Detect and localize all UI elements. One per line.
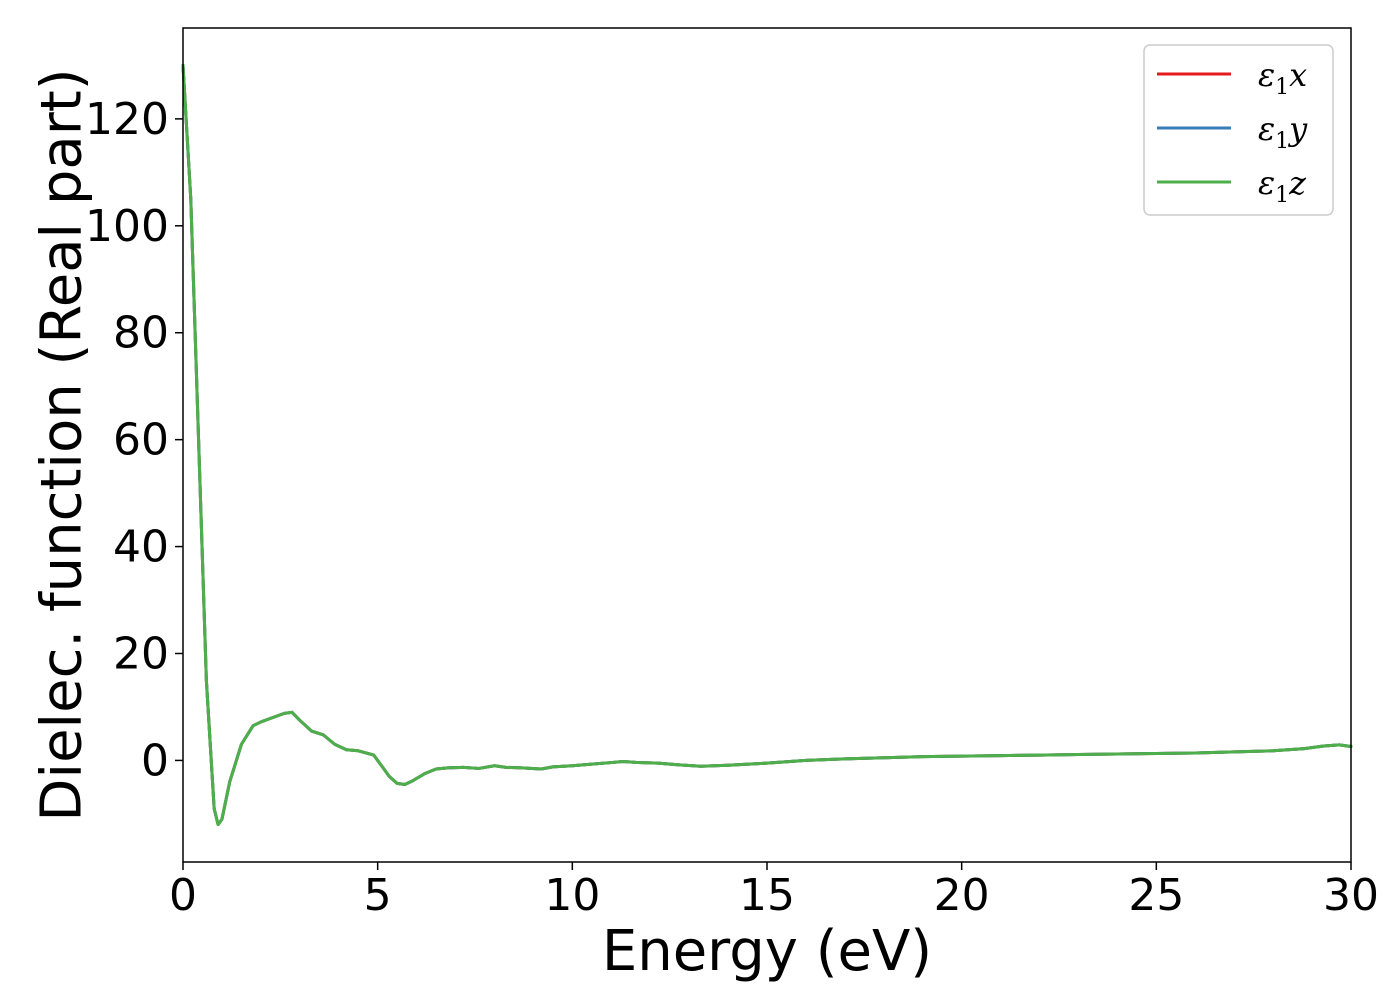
y-tick-label: 40: [113, 522, 169, 573]
x-tick-label: 0: [169, 870, 197, 921]
series-layer: [181, 63, 1353, 827]
legend: ε1x ε1y ε1z: [1143, 44, 1334, 216]
legend-box: [1143, 44, 1334, 216]
legend-label-3: ε1z: [1258, 164, 1307, 208]
x-axis-title: Energy (eV): [602, 919, 932, 984]
x-tick-label: 10: [544, 870, 600, 921]
y-tick-label: 0: [141, 735, 169, 786]
y-axis-title: Dielec. function (Real part): [30, 68, 95, 821]
x-tick-label: 5: [364, 870, 392, 921]
x-tick-label: 30: [1323, 870, 1379, 921]
x-tick-label: 20: [934, 870, 990, 921]
y-tick-label: 60: [113, 415, 169, 466]
y-tick-label: 20: [113, 629, 169, 680]
y-tick-label: 120: [85, 94, 169, 145]
y-axis: 0 20 40 60 80 100 120: [85, 94, 183, 786]
series-line-3: [181, 63, 1353, 827]
x-axis: 0 5 10 15 20 25 30: [169, 862, 1379, 921]
y-tick-label: 100: [85, 201, 169, 252]
legend-label-1: ε1x: [1258, 56, 1307, 100]
x-tick-label: 15: [739, 870, 795, 921]
x-tick-label: 25: [1128, 870, 1184, 921]
legend-label-2: ε1y: [1258, 110, 1308, 154]
y-tick-label: 80: [113, 308, 169, 359]
